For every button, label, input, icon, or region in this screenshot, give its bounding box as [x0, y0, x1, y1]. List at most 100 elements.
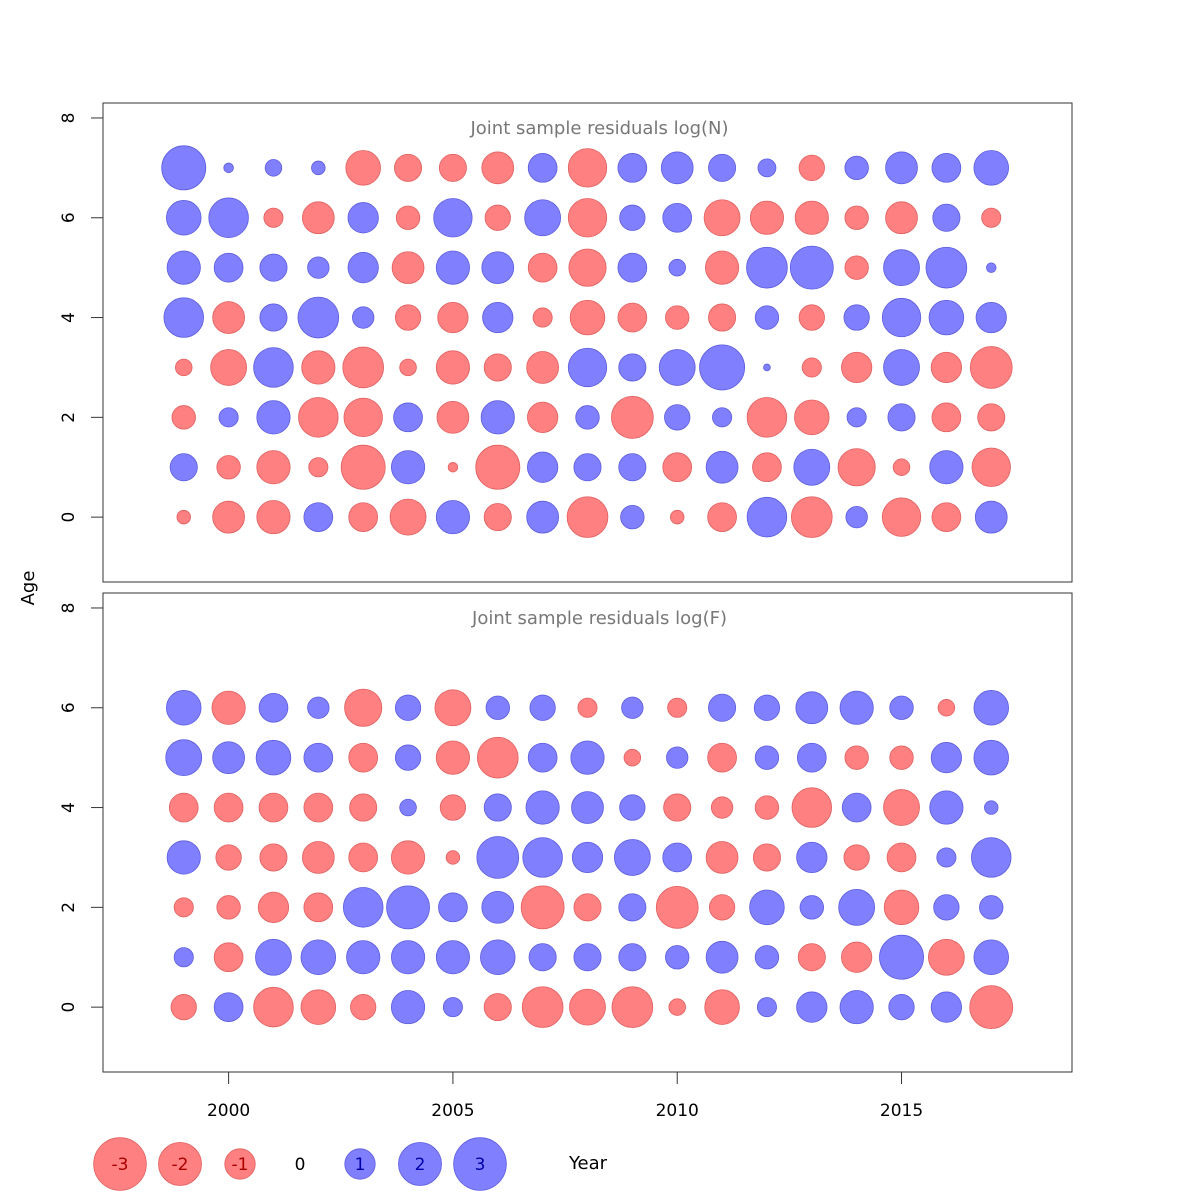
bubble-age0-2014: [845, 505, 868, 529]
bubble-age2-2005: [438, 892, 468, 923]
bubble-age5-2002: [307, 256, 330, 279]
bubble-age1-2017: [973, 939, 1009, 975]
bubble-age1-2009: [618, 453, 647, 482]
bubble-age3-2009: [618, 353, 647, 382]
bubble-age7-2001: [264, 159, 283, 177]
bubble-age0-2013: [796, 991, 828, 1023]
bubble-age1-2011: [705, 450, 739, 484]
bubble-age3-2000: [210, 349, 247, 386]
bubble-age5-2015: [889, 745, 914, 770]
bubble-age4-2015: [883, 789, 920, 826]
bubble-age2-2013: [799, 895, 824, 920]
bubble-age3-2011: [699, 344, 746, 391]
bubble-age2-2009: [618, 893, 647, 922]
bubble-age4-2002: [303, 792, 334, 823]
panel-title: Joint sample residuals log(F): [471, 608, 727, 629]
bubble-age0-2000: [213, 992, 244, 1022]
bubble-age2-2000: [218, 407, 239, 428]
bubble-age0-2003: [348, 502, 379, 532]
panel-2: Joint sample residuals log(F) 0 2 4 6 8: [59, 592, 1073, 1073]
y-tick-label: 0: [59, 1002, 79, 1013]
bubble-age2-2006: [481, 891, 515, 924]
legend-bubble: [158, 1142, 202, 1186]
bubble-age0-1999: [170, 994, 197, 1021]
bubble-age5-2016: [925, 246, 968, 289]
bubble-age6-2015: [889, 695, 914, 720]
bubble-age4-2012: [754, 795, 780, 820]
bubble-age3-2008: [567, 347, 608, 388]
y-axis-label: Age: [18, 571, 39, 606]
bubble-age6-2007: [529, 694, 556, 721]
bubble-age6-2002: [301, 201, 335, 235]
bubble-age0-2000: [212, 500, 245, 534]
bubble-age2-2012: [746, 397, 788, 438]
bubble-age3-2005: [445, 850, 461, 865]
bubble-age2-2008: [575, 405, 600, 430]
bubble-age1-2000: [213, 942, 244, 973]
bubble-age2-2000: [216, 895, 241, 920]
bubble-age0-2014: [839, 990, 874, 1025]
bubble-age3-2015: [883, 349, 920, 386]
bubble-age6-2017: [981, 207, 1002, 228]
bubble-age5-2012: [746, 246, 788, 289]
bubble-age5-2011: [707, 742, 737, 773]
bubble-age6-2002: [307, 696, 330, 719]
bubble-age1-2016: [929, 450, 964, 485]
bubble-age2-2002: [298, 397, 339, 438]
bubble-age2-2010: [655, 885, 699, 929]
bubble-age0-2010: [668, 998, 686, 1016]
bubble-age5-2014: [844, 745, 869, 770]
bubble-age4-2011: [708, 303, 737, 332]
bubble-age4-2006: [482, 301, 514, 334]
bubble-age0-2016: [930, 991, 962, 1023]
panel-1: Joint sample residuals log(N) 0 2 4 6 8: [59, 102, 1073, 583]
bubble-age2-2006: [480, 400, 515, 435]
legend-label: -3: [112, 1155, 129, 1175]
bubble-age6-2000: [208, 197, 249, 238]
bubble-age2-2011: [712, 407, 733, 428]
x-axis: 2000 2005 2010 2015: [207, 1072, 923, 1121]
bubble-age6-2011: [708, 693, 737, 722]
bubble-age0-2017: [974, 500, 1008, 534]
bubble-age1-2015: [892, 458, 911, 476]
bubble-age3-2012: [752, 843, 781, 872]
bubble-age7-2014: [844, 155, 869, 181]
bubble-age2-2016: [931, 402, 962, 433]
bubble-age4-2011: [710, 796, 734, 819]
bubble-age4-2000: [212, 301, 245, 334]
bubble-age0-2009: [611, 986, 654, 1028]
bubble-age0-2009: [620, 504, 645, 530]
bubble-age5-2005: [435, 740, 470, 775]
bubble-age6-2003: [344, 688, 383, 727]
bubble-age6-2016: [937, 699, 956, 717]
bubble-age2-2008: [573, 893, 602, 922]
bubble-age4-1999: [168, 792, 199, 823]
bubble-age5-2007: [527, 742, 558, 773]
bubble-age5-2017: [973, 739, 1009, 776]
x-axis-label: Year: [568, 1153, 608, 1174]
bubble-age6-2003: [347, 202, 379, 234]
bubble-age2-2013: [794, 399, 830, 436]
bubble-age4-2001: [259, 303, 288, 332]
bubble-age5-2015: [883, 249, 920, 287]
bubble-age1-2016: [928, 938, 965, 976]
bubble-age4-2003: [349, 793, 378, 822]
bubble-age7-2005: [438, 153, 467, 182]
x-tick-label: 2005: [431, 1101, 474, 1121]
bubble-age3-2010: [658, 349, 696, 386]
bubble-age5-2001: [259, 253, 288, 282]
bubble-age2-2014: [846, 407, 867, 428]
bubble-age5-2010: [668, 258, 686, 277]
bubble-age3-2000: [215, 844, 242, 871]
bubble-age3-2008: [571, 841, 604, 874]
bubble-age1-2001: [256, 450, 291, 485]
legend-bubble: [344, 1148, 376, 1180]
bubble-age4-2004: [394, 304, 422, 331]
bubble-age2-2011: [708, 894, 736, 921]
bubble-age1-2006: [475, 444, 521, 490]
bubble-age5-2013: [796, 742, 827, 773]
bubble-age3-2003: [342, 346, 384, 389]
bubble-age4-2015: [881, 297, 922, 338]
bubble-age4-1999: [163, 297, 204, 338]
